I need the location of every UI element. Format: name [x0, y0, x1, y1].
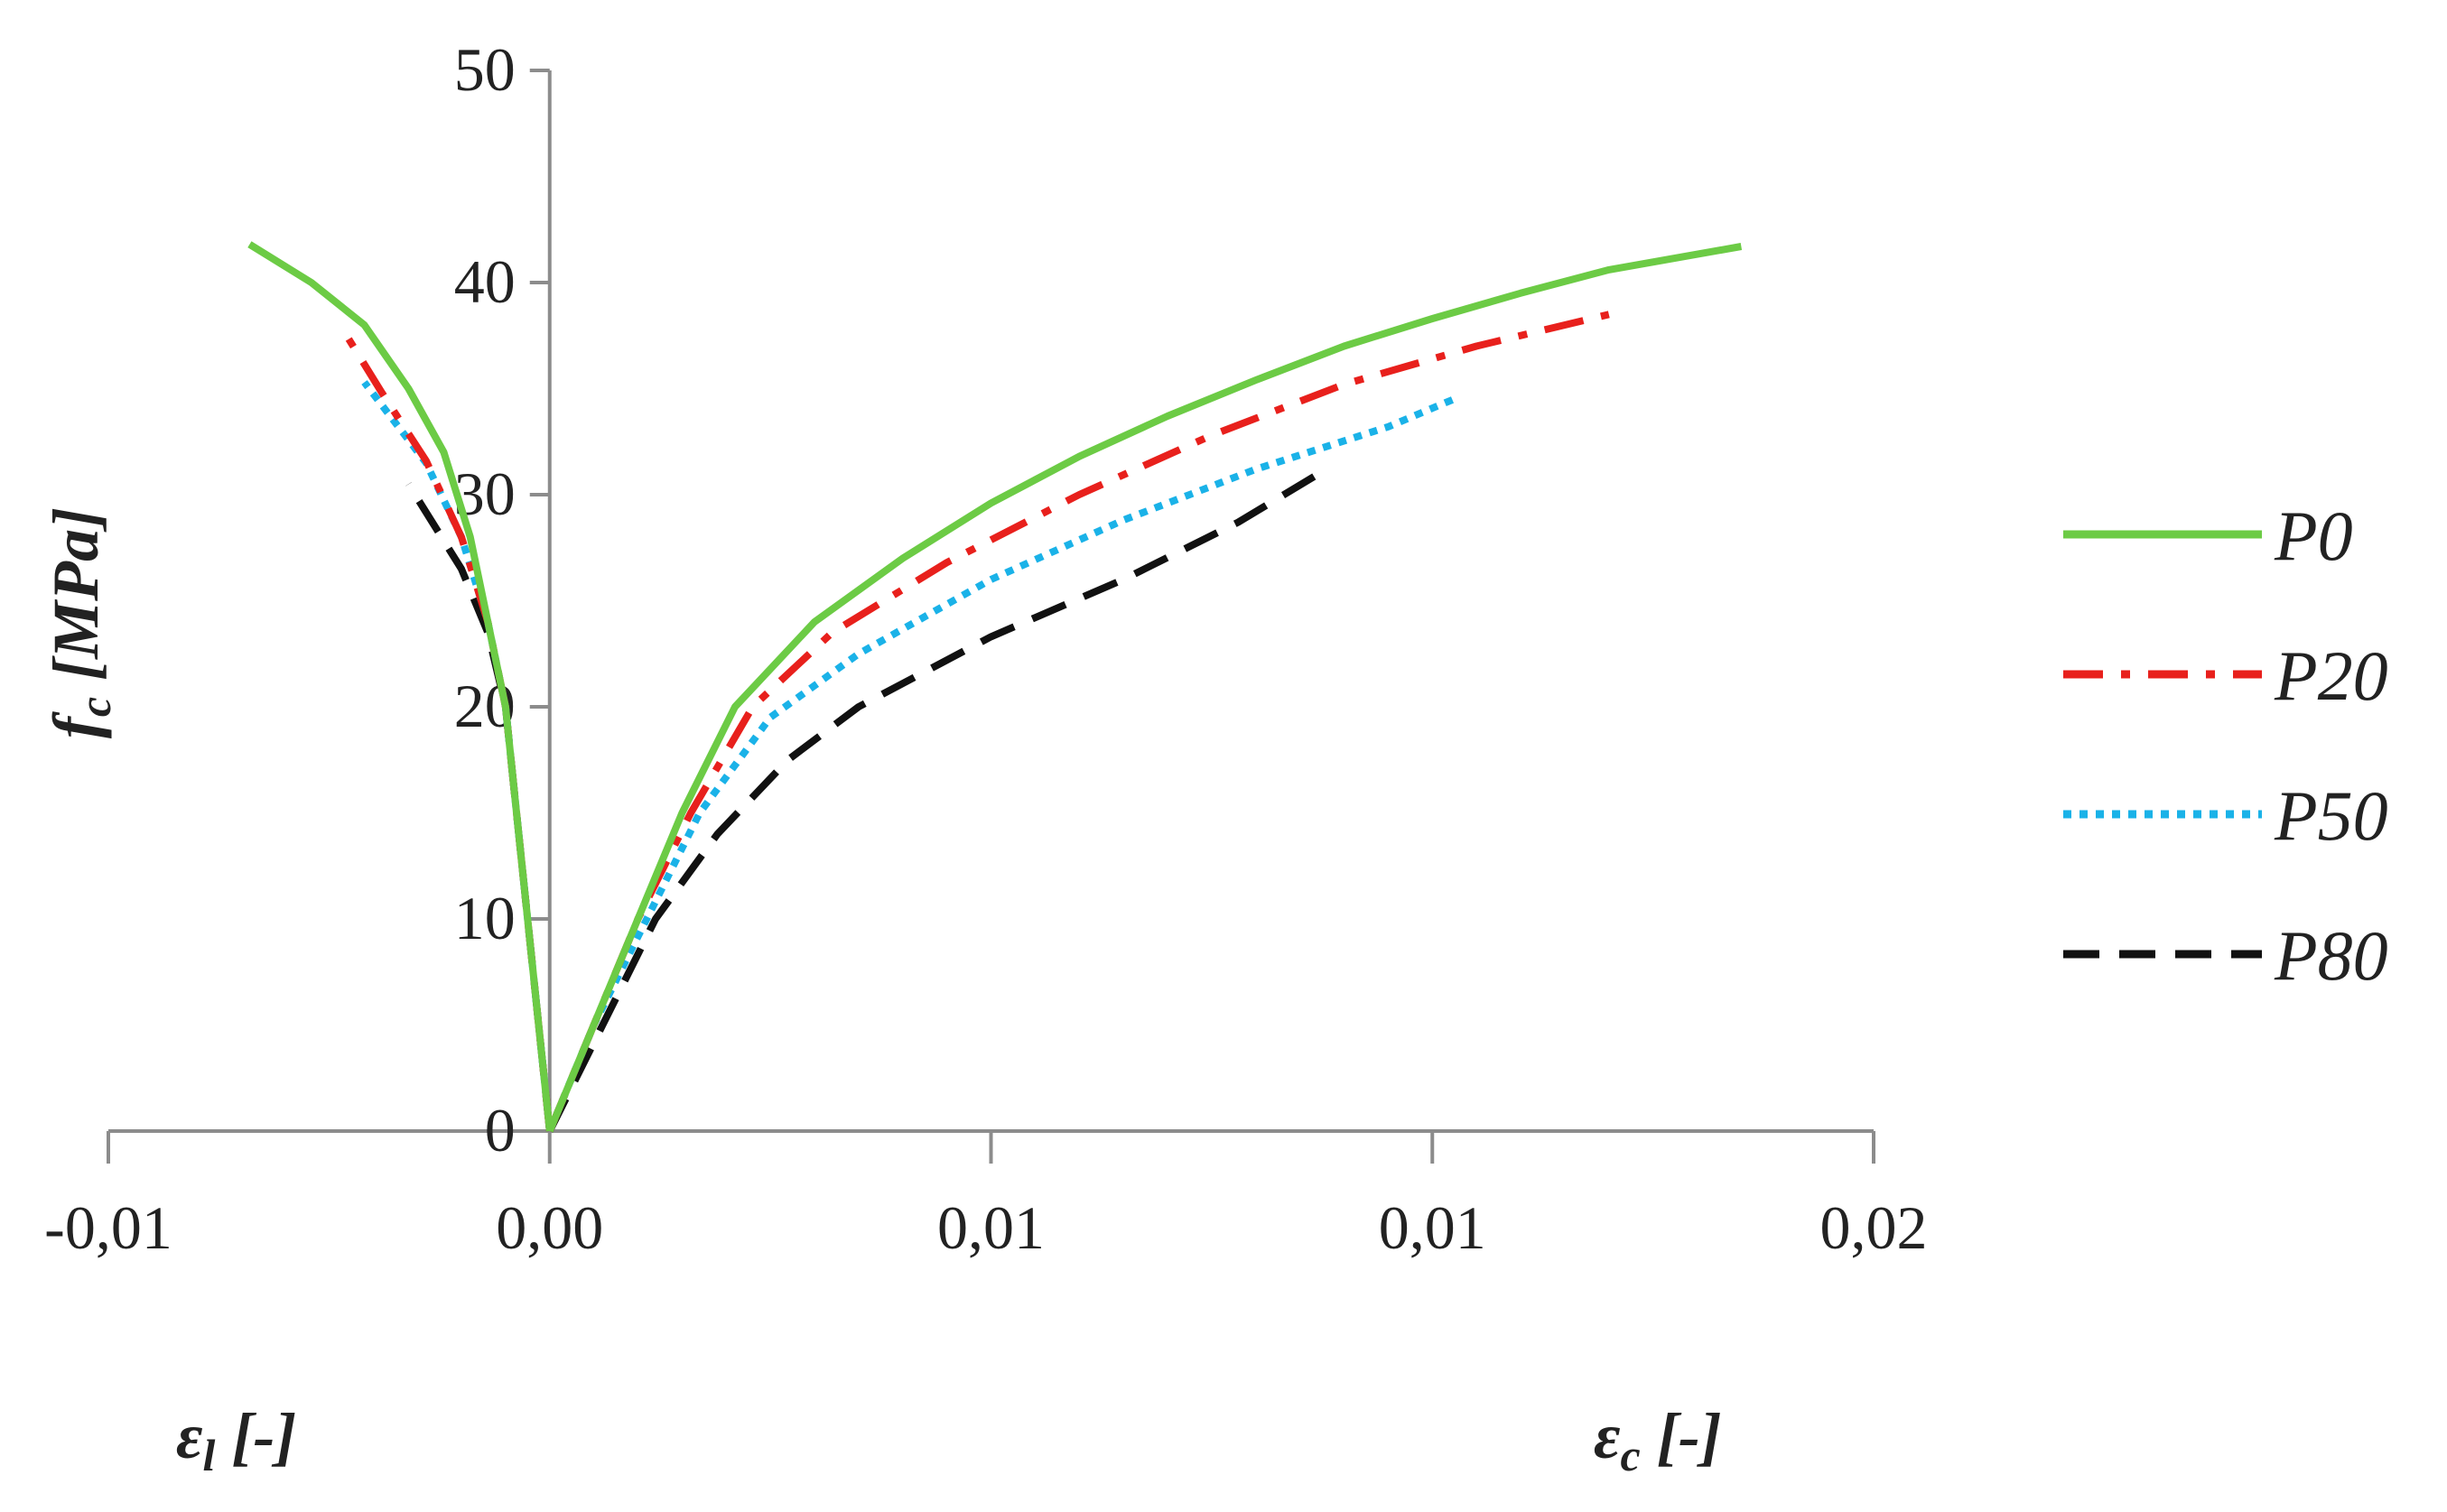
x-tick-label: -0,01	[44, 1193, 172, 1262]
series-P80	[405, 466, 1328, 1133]
x-axis-label-lateral: εl [-]	[176, 1400, 296, 1480]
y-axis-label: fc [MPa]	[40, 507, 120, 738]
x-tick-label: 0,01	[937, 1193, 1045, 1262]
y-tick-label: 50	[454, 35, 516, 104]
x-axis-label-axial-unit: [-]	[1641, 1400, 1722, 1472]
legend-label-P0: P0	[2274, 496, 2353, 575]
x-axis-label-lateral-unit: [-]	[215, 1400, 296, 1472]
series-P0	[247, 241, 1743, 1133]
series-line-P0-axial	[546, 243, 1743, 1133]
x-axis-label-axial-main: ε	[1594, 1400, 1621, 1472]
series-layer	[247, 241, 1743, 1133]
x-axis-label-axial: εc [-]	[1594, 1400, 1722, 1480]
series-line-P50-axial	[546, 394, 1461, 1133]
axis-labels: fc [MPa] εl [-] εc [-]	[40, 507, 1722, 1480]
x-tick-label: 0,01	[1379, 1193, 1486, 1262]
series-P50	[361, 380, 1461, 1133]
y-tick-label: 40	[454, 247, 516, 316]
x-axis-label-lateral-sub: l	[203, 1430, 216, 1480]
legend: P0 P20 P50 P80	[2063, 496, 2388, 995]
y-tick-label: 10	[454, 884, 516, 952]
x-axis-label-lateral-main: ε	[176, 1400, 203, 1472]
series-line-P80-axial	[546, 466, 1328, 1133]
legend-label-P20: P20	[2274, 636, 2388, 715]
x-tick-label: 0,02	[1820, 1193, 1928, 1262]
legend-label-P80: P80	[2274, 916, 2388, 995]
legend-label-P50: P50	[2274, 776, 2388, 855]
y-axis-label-unit: [MPa]	[40, 507, 112, 697]
series-line-P20-axial	[546, 311, 1610, 1133]
x-axis-label-axial-sub: c	[1621, 1430, 1641, 1480]
series-line-P0-lateral	[247, 241, 554, 1132]
x-tick-label: 0,00	[496, 1193, 603, 1262]
y-tick-label: 0	[485, 1096, 516, 1164]
y-axis-label-sub: c	[70, 697, 120, 717]
